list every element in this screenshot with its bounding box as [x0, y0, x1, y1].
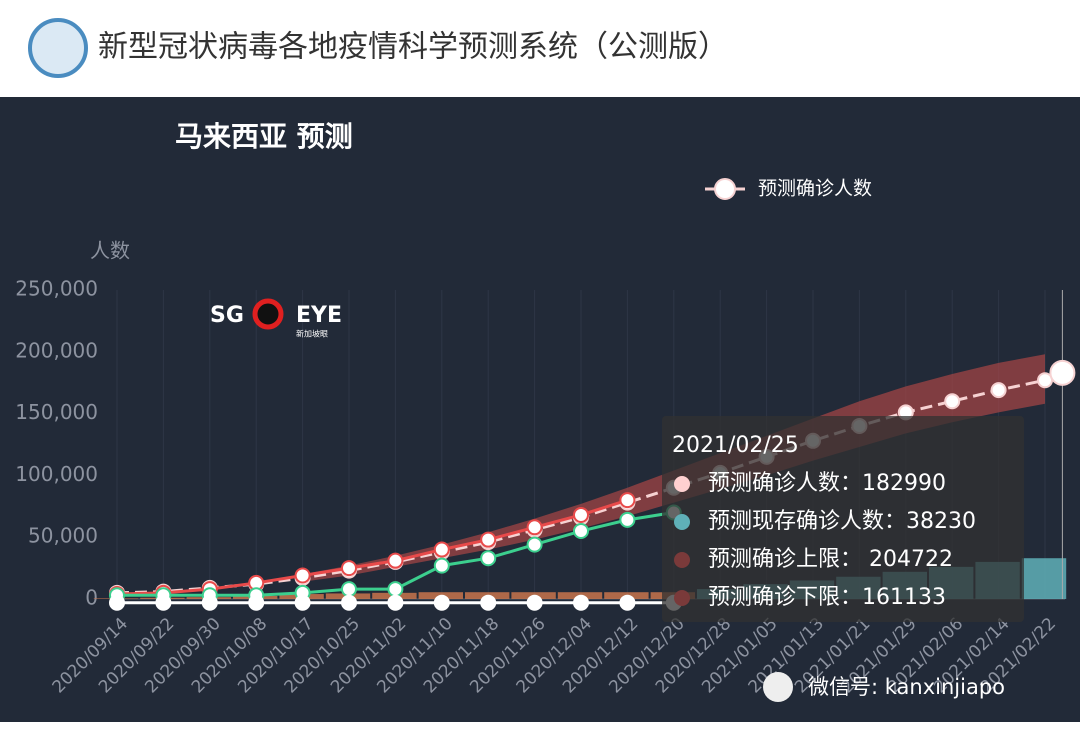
point: [433, 594, 450, 611]
point: [109, 594, 125, 611]
y-tick-label: 50,000: [28, 524, 98, 548]
tooltip-value: 161133: [862, 585, 946, 610]
wechat-id: 微信号: kanxinjiapo: [808, 675, 1005, 699]
point: [526, 536, 543, 553]
point: [387, 552, 404, 569]
tooltip-label: 预测确诊上限：: [708, 547, 869, 572]
point: [480, 531, 497, 548]
bar: [1021, 558, 1067, 599]
footer-bg: [0, 722, 1080, 738]
tooltip-label: 预测现存确诊人数：: [708, 509, 906, 534]
tooltip-dot: [674, 476, 690, 492]
tooltip-dot: [674, 590, 690, 606]
y-tick-label: 0: [85, 586, 98, 610]
point: [155, 594, 172, 611]
point: [573, 506, 589, 523]
tooltip-dot: [674, 514, 690, 530]
tooltip-point: [1049, 359, 1076, 386]
tooltip-dot: [674, 552, 690, 568]
tooltip-label: 预测确诊下限：: [708, 585, 862, 610]
point: [990, 382, 1007, 399]
tooltip-value: 38230: [906, 509, 976, 534]
point: [433, 541, 450, 558]
header-title: 新型冠状病毒各地疫情科学预测系统（公测版）: [98, 30, 728, 65]
point: [944, 393, 961, 410]
point: [201, 594, 218, 611]
y-axis-label: 人数: [90, 239, 130, 263]
y-tick-label: 250,000: [15, 277, 98, 301]
logo-sub: 新加坡眼: [296, 329, 328, 339]
logo-eye: [252, 298, 284, 330]
point: [341, 581, 357, 598]
point: [573, 523, 589, 540]
point: [619, 594, 636, 611]
point: [573, 594, 589, 611]
y-tick-label: 200,000: [15, 338, 98, 362]
tooltip-item: 预测确诊人数：182990: [708, 471, 946, 496]
point: [248, 594, 265, 611]
wechat-icon: [763, 672, 793, 702]
tooltip-item: 预测确诊下限：161133: [708, 585, 946, 610]
point: [341, 594, 357, 611]
tooltip-value: 204722: [869, 547, 953, 572]
y-tick-label: 100,000: [15, 462, 98, 486]
logo-text: EYE: [296, 303, 342, 328]
band: [302, 354, 1046, 582]
tooltip-value: 182990: [862, 471, 946, 496]
point: [526, 519, 543, 536]
tooltip-date: 2021/02/25: [672, 433, 799, 458]
tooltip-label: 预测确诊人数：: [708, 471, 862, 496]
point: [294, 567, 311, 584]
header-bg: [0, 0, 1080, 97]
tooltip-item: 预测确诊上限： 204722: [708, 547, 953, 572]
point: [387, 581, 404, 598]
point: [619, 492, 636, 509]
logo: [28, 18, 88, 78]
legend-label: 预测确诊人数: [758, 178, 872, 200]
point: [433, 557, 450, 574]
point: [480, 550, 497, 567]
chart-title: 马来西亚 预测: [175, 120, 353, 153]
point: [526, 594, 543, 611]
legend-marker: [714, 178, 736, 200]
y-tick-label: 150,000: [15, 400, 98, 424]
point: [387, 594, 404, 611]
tooltip-item: 预测现存确诊人数：38230: [708, 509, 976, 534]
point: [341, 560, 357, 577]
point: [619, 511, 636, 528]
tooltip-bg: [662, 416, 1024, 622]
point: [294, 594, 311, 611]
point: [480, 594, 497, 611]
logo-text: SG: [210, 303, 244, 328]
